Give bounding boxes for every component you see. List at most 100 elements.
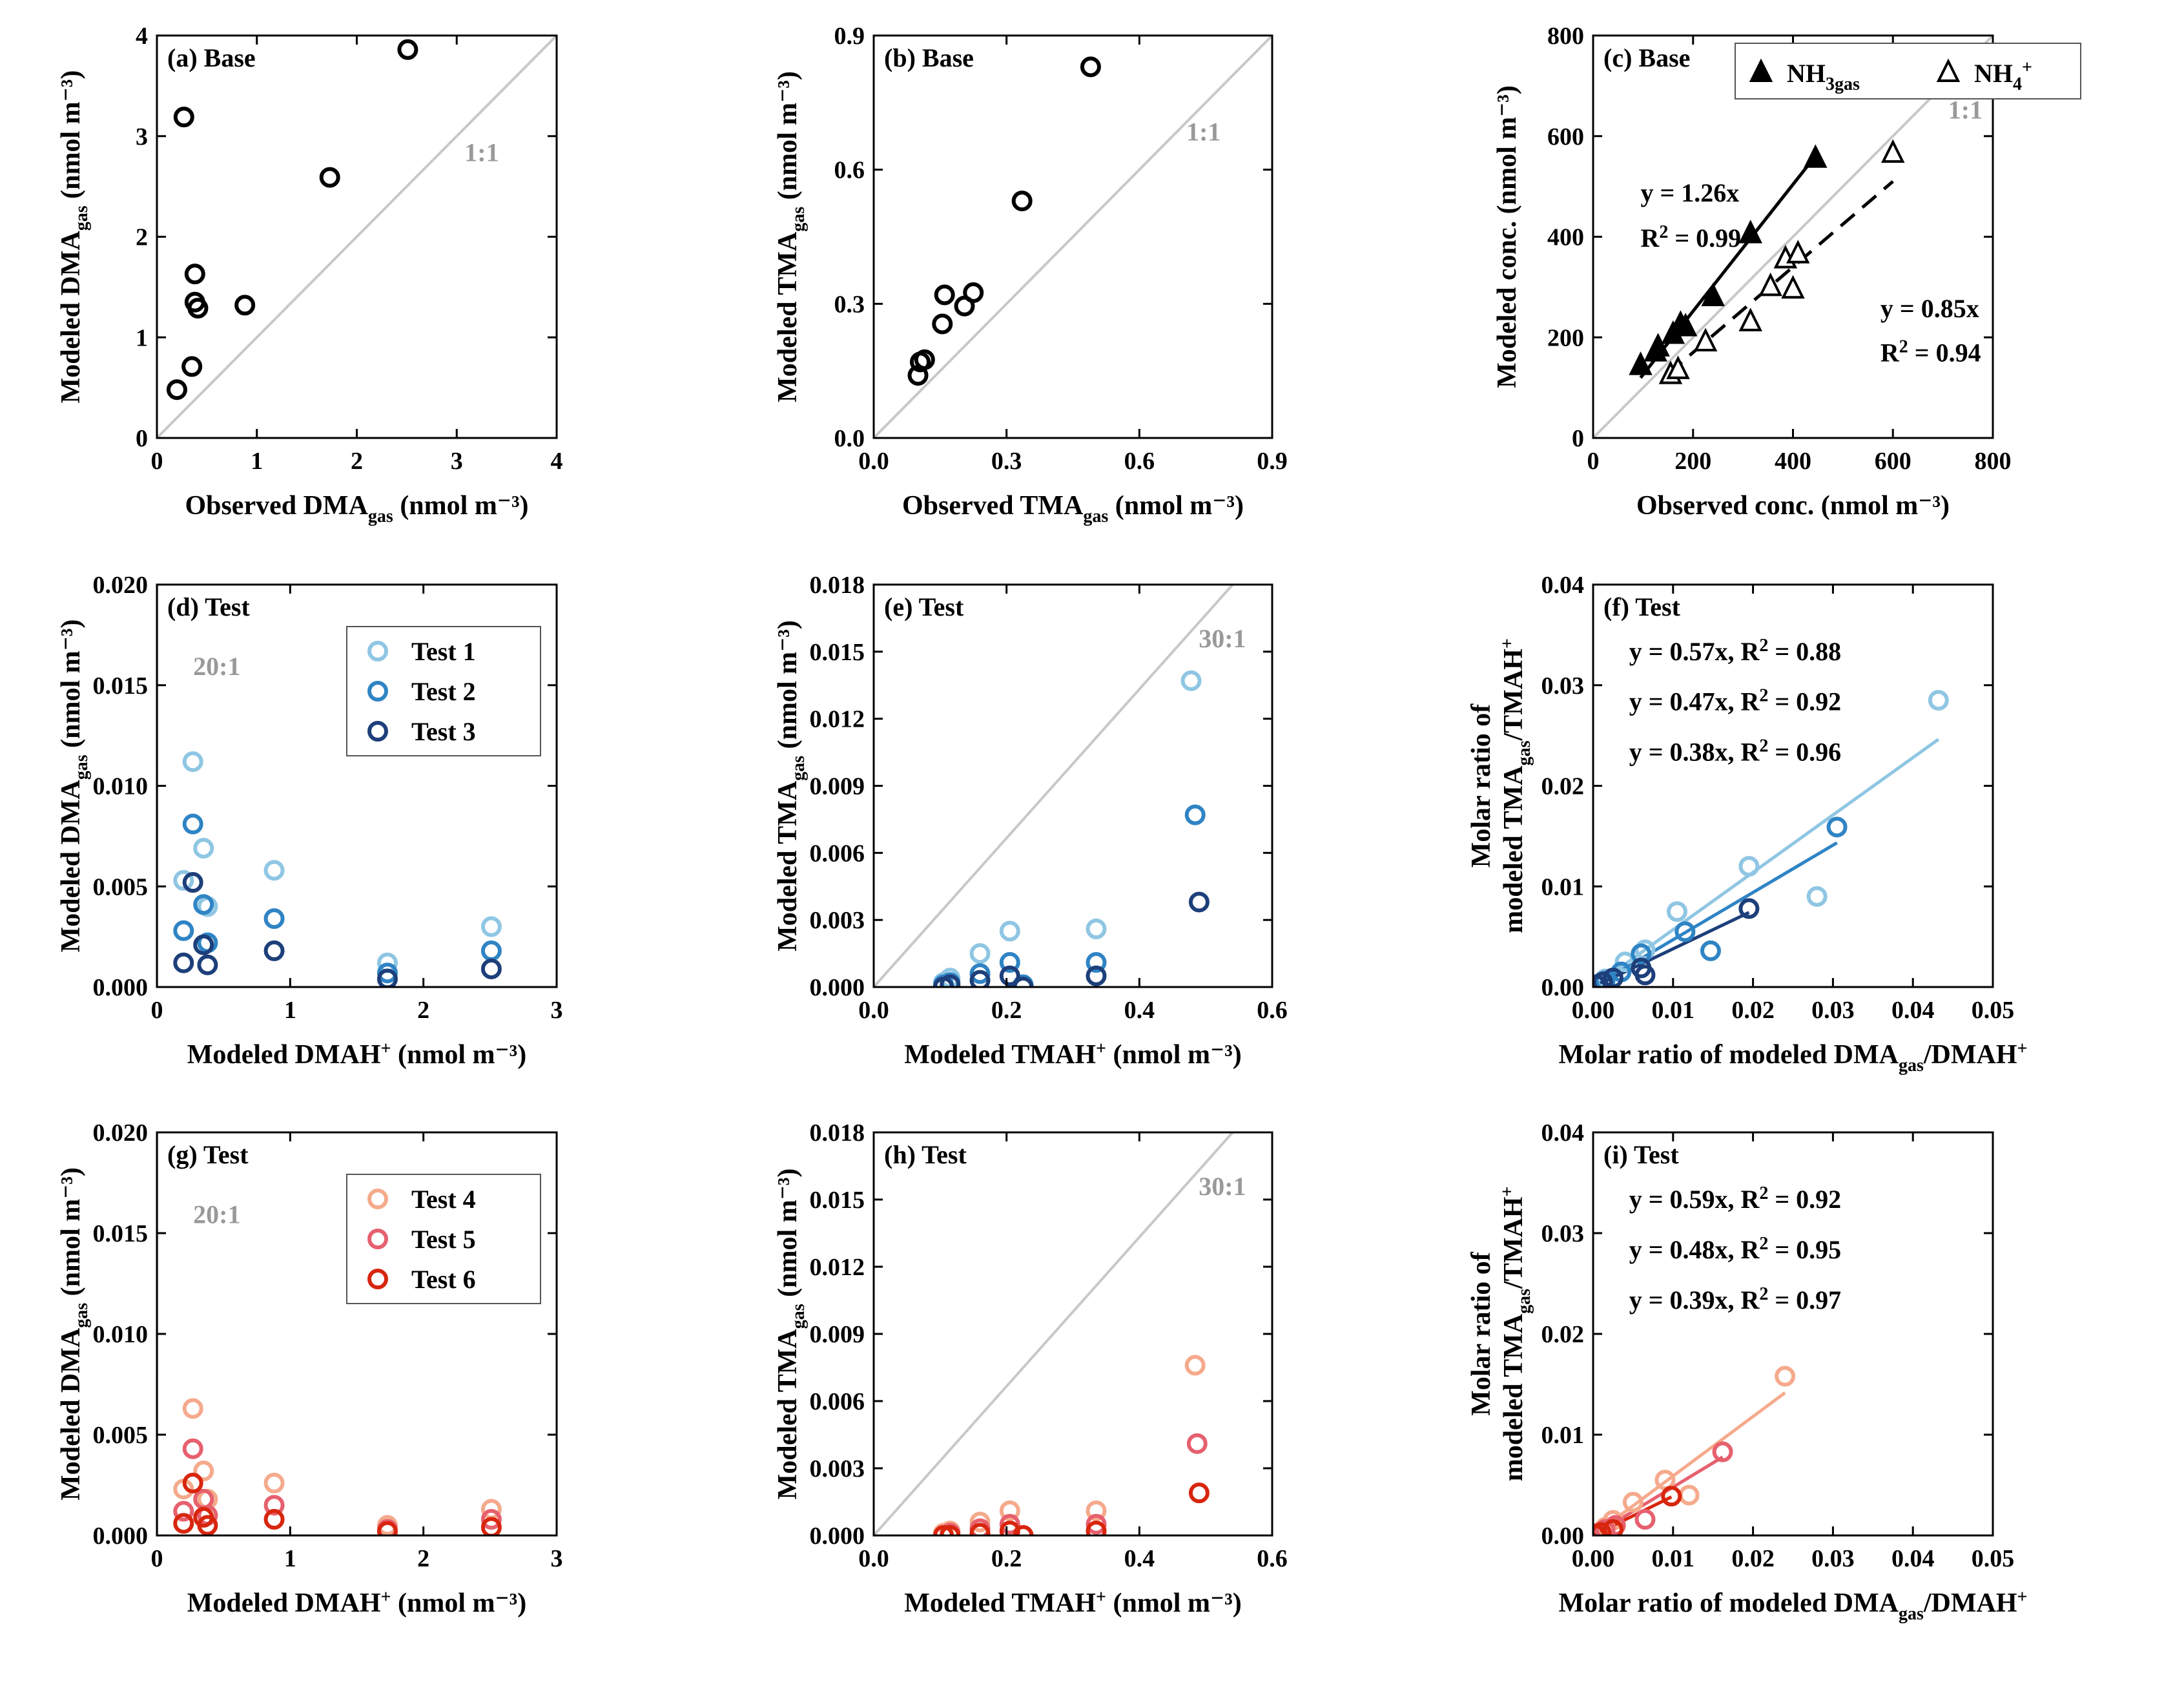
x-tick-label: 0.4 bbox=[1124, 997, 1155, 1024]
data-point bbox=[940, 974, 961, 987]
x-tick-label: 0.02 bbox=[1731, 1545, 1775, 1572]
data-point bbox=[969, 1512, 991, 1533]
y-tick-label: 600 bbox=[1547, 123, 1584, 151]
panel-title: (e) Test bbox=[884, 592, 964, 621]
x-axis-label: Molar ratio of modeled DMAgas/DMAH+ bbox=[1559, 1039, 2028, 1076]
data-point bbox=[182, 1472, 203, 1493]
plot-area bbox=[157, 585, 502, 987]
data-point bbox=[376, 968, 398, 987]
text-run: 2 bbox=[1759, 1183, 1768, 1203]
x-axis-label: Modeled DMAH+ (nmol m⁻³) bbox=[187, 1587, 527, 1618]
x-tick-label: 2 bbox=[417, 1545, 429, 1572]
y-tick-label: 0 bbox=[136, 425, 148, 452]
text-run: Modeled TMA bbox=[773, 231, 803, 402]
data-point bbox=[940, 1525, 961, 1535]
text-run: (nmol m⁻³) bbox=[773, 1169, 803, 1304]
text-run: 2 bbox=[1759, 1284, 1768, 1304]
x-tick-label: 0.4 bbox=[1124, 1545, 1155, 1572]
data-point bbox=[1086, 1521, 1107, 1535]
text-run: (nmol m⁻³) bbox=[391, 1040, 527, 1070]
data-point bbox=[1646, 333, 1670, 357]
fit-equation: y = 0.59x, R2 = 0.92 bbox=[1629, 1183, 1841, 1214]
data-point bbox=[1086, 1500, 1107, 1521]
text-run: = 0.94 bbox=[1908, 338, 1981, 368]
chart-panel-f: y = 0.57x, R2 = 0.88y = 0.47x, R2 = 0.92… bbox=[1467, 572, 2027, 1076]
data-point bbox=[1013, 1525, 1034, 1535]
text-run: Observed conc. (nmol m⁻³) bbox=[1636, 491, 1950, 521]
y-tick-label: 0.005 bbox=[93, 1422, 149, 1449]
text-run: Modeled DMA bbox=[56, 231, 86, 404]
data-point bbox=[193, 934, 214, 955]
text-run: 3gas bbox=[1826, 74, 1860, 94]
data-point bbox=[1086, 951, 1107, 973]
fit-equation: y = 0.57x, R2 = 0.88 bbox=[1629, 636, 1841, 666]
text-run: Modeled DMAH bbox=[187, 1040, 381, 1070]
x-tick-label: 0.3 bbox=[991, 448, 1022, 475]
text-run: Molar ratio of bbox=[1467, 1251, 1496, 1415]
text-run: gas bbox=[788, 207, 809, 232]
plot-area bbox=[874, 585, 1235, 987]
data-point bbox=[376, 962, 398, 984]
y-tick-label: 0.01 bbox=[1541, 873, 1585, 900]
x-tick-label: 3 bbox=[551, 1545, 563, 1572]
text-run: NH bbox=[1974, 59, 2013, 88]
x-axis-label: Observed DMAgas (nmol m⁻³) bbox=[185, 491, 528, 526]
text-run: y = 1.26x bbox=[1641, 178, 1740, 207]
y-tick-label: 0.006 bbox=[810, 1388, 865, 1415]
text-run: + bbox=[1498, 1187, 1518, 1197]
data-point bbox=[1661, 1486, 1682, 1507]
x-tick-label: 0.00 bbox=[1572, 997, 1615, 1024]
x-tick-label: 0.05 bbox=[1972, 1545, 2015, 1572]
y-tick-label: 2 bbox=[136, 224, 148, 251]
data-point bbox=[969, 1523, 991, 1535]
x-tick-label: 3 bbox=[451, 448, 463, 475]
text-run: (nmol m⁻³) bbox=[1106, 1588, 1242, 1618]
panel-title: (a) Base bbox=[167, 43, 256, 72]
data-point bbox=[914, 349, 935, 370]
x-axis-label: Observed conc. (nmol m⁻³) bbox=[1636, 491, 1950, 521]
text-run: Modeled TMAH bbox=[904, 1588, 1096, 1618]
y-tick-label: 0.01 bbox=[1541, 1422, 1585, 1449]
text-run: R bbox=[1880, 338, 1900, 368]
legend-box bbox=[346, 626, 541, 756]
y-tick-label: 0.018 bbox=[810, 1119, 865, 1147]
y-tick-label: 0.003 bbox=[810, 1455, 865, 1482]
data-point bbox=[1011, 191, 1033, 212]
y-tick-label: 0.018 bbox=[810, 572, 865, 599]
x-tick-label: 0.2 bbox=[991, 997, 1022, 1024]
x-tick-label: 600 bbox=[1875, 448, 1911, 475]
y-tick-label: 0.020 bbox=[93, 572, 149, 599]
text-run: modeled TMA bbox=[1499, 765, 1529, 933]
data-point bbox=[173, 869, 194, 891]
text-run: (nmol m⁻³) bbox=[773, 71, 803, 207]
plot-area bbox=[874, 36, 1272, 438]
y-tick-label: 0.003 bbox=[810, 907, 865, 934]
y-tick-label: 0.000 bbox=[810, 974, 865, 1001]
fit-equation: y = 0.48x, R2 = 0.95 bbox=[1629, 1234, 1841, 1264]
x-tick-label: 0.04 bbox=[1891, 997, 1935, 1024]
text-run: + bbox=[381, 1039, 391, 1059]
y-tick-label: 0.010 bbox=[93, 1321, 149, 1348]
text-run: + bbox=[381, 1587, 391, 1607]
x-tick-label: 0.6 bbox=[1257, 997, 1288, 1024]
data-point bbox=[1712, 1441, 1733, 1462]
text-run: 2 bbox=[1759, 636, 1768, 656]
y-tick-label: 0.04 bbox=[1541, 572, 1585, 599]
y-tick-label: 0.3 bbox=[834, 291, 865, 318]
fit-line-0 bbox=[1593, 738, 1940, 987]
data-point bbox=[182, 872, 203, 893]
data-point bbox=[480, 1509, 502, 1530]
chart-panel-b: 1:1 0.0 0.3 0.6 0.9 0.0 0.3 0.6 0.9 (b) Base Obser… bbox=[773, 23, 1288, 526]
data-point bbox=[1086, 965, 1107, 986]
x-tick-label: 0.0 bbox=[858, 448, 889, 475]
text-run: (nmol m⁻³) bbox=[56, 619, 86, 755]
chart-panel-h: 30:1 0.0 0.2 0.4 0.6 0.000 0.003 0.006 0.009 0.01… bbox=[773, 1119, 1288, 1618]
data-point bbox=[1666, 355, 1690, 379]
text-run: y = 0.47x, R bbox=[1629, 687, 1760, 716]
reference-line-0 bbox=[874, 585, 1235, 987]
text-run: Modeled TMAH bbox=[904, 1040, 1096, 1070]
legend-marker bbox=[367, 1269, 388, 1289]
data-point bbox=[197, 1515, 218, 1535]
